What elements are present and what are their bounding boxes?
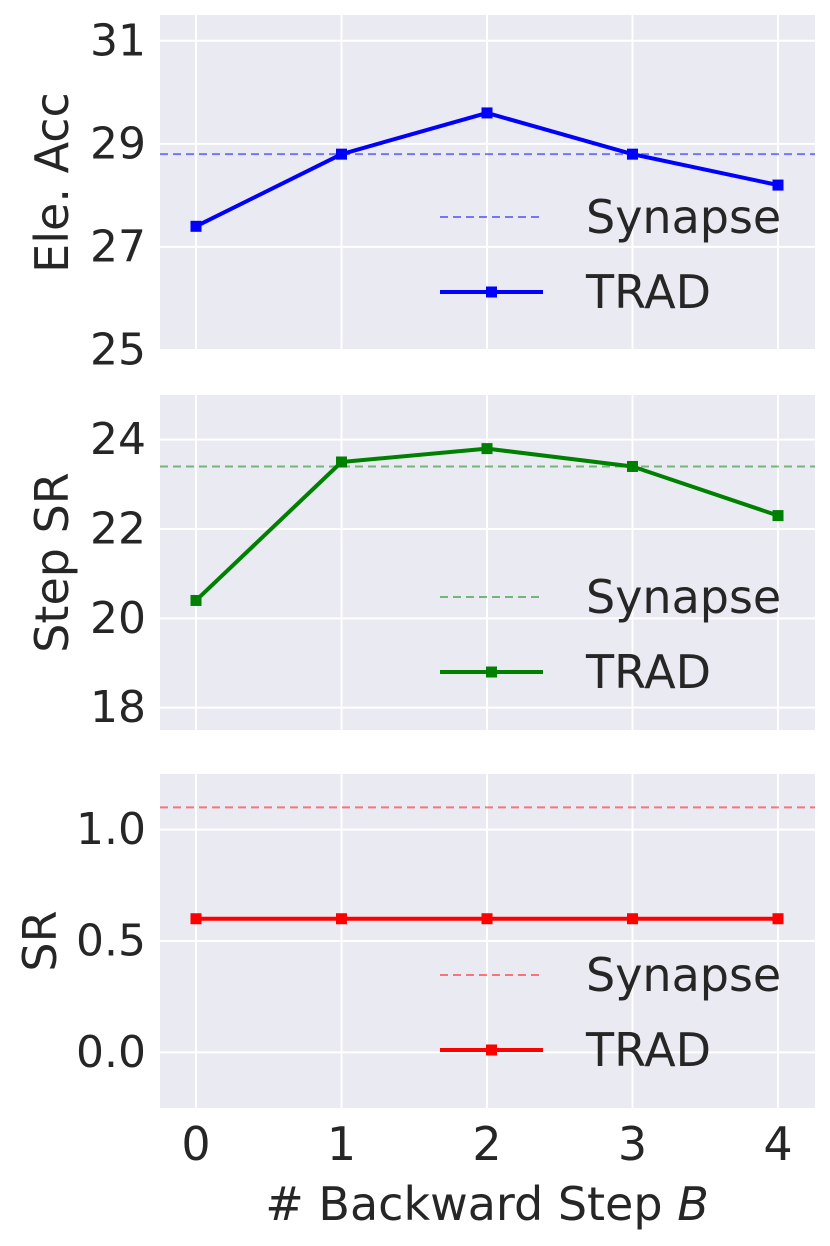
legend-series-label: TRAD	[585, 645, 711, 699]
y-tick-label: 1.0	[76, 804, 146, 855]
data-point	[336, 148, 347, 160]
legend-series-marker	[486, 666, 497, 678]
y-tick-label: 20	[90, 593, 146, 644]
data-point	[190, 594, 202, 606]
x-axis-label: # Backward Step B	[265, 1177, 709, 1231]
legend-baseline-label: Synapse	[586, 570, 781, 624]
data-point	[481, 913, 493, 925]
x-axis-label-prefix: # Backward Step	[265, 1177, 677, 1231]
y-tick-label: 29	[90, 118, 146, 169]
y-axis-label: Ele. Acc	[25, 92, 79, 273]
data-point	[190, 220, 202, 232]
legend-series-label: TRAD	[585, 1023, 711, 1077]
data-point	[627, 913, 638, 925]
data-point	[627, 460, 638, 472]
x-axis: 0 1 2 3 4	[181, 1117, 792, 1171]
data-point	[481, 443, 493, 455]
data-point	[336, 913, 347, 925]
data-point	[772, 510, 784, 522]
y-tick-label: 31	[90, 15, 146, 66]
y-axis-label: SR	[13, 910, 67, 971]
y-tick-label: 18	[90, 682, 146, 733]
x-axis-label-variable: B	[677, 1177, 709, 1231]
legend-baseline-label: Synapse	[586, 190, 781, 244]
panel-2: 0.0 0.5 1.0 SR Synapse TRAD	[13, 774, 815, 1108]
y-tick-label: 0.5	[76, 916, 146, 967]
data-point	[772, 179, 784, 191]
x-tick-label: 2	[472, 1117, 501, 1171]
x-tick-label: 1	[327, 1117, 356, 1171]
data-point	[772, 913, 784, 925]
x-tick-label: 4	[763, 1117, 792, 1171]
y-tick-label: 27	[90, 221, 146, 272]
legend-series-label: TRAD	[585, 265, 711, 319]
y-tick-label: 22	[90, 504, 146, 555]
x-tick-label: 0	[181, 1117, 210, 1171]
data-point	[627, 148, 638, 160]
data-point	[336, 456, 347, 468]
y-tick-label: 0.0	[76, 1027, 146, 1078]
y-tick-label: 25	[90, 325, 146, 376]
y-axis-label: Step SR	[25, 472, 79, 653]
legend-baseline-label: Synapse	[586, 948, 781, 1002]
x-tick-label: 3	[618, 1117, 647, 1171]
legend-series-marker	[486, 286, 497, 298]
data-point	[190, 913, 202, 925]
y-tick-label: 24	[90, 414, 146, 465]
data-point	[481, 107, 493, 119]
legend-series-marker	[486, 1044, 497, 1056]
